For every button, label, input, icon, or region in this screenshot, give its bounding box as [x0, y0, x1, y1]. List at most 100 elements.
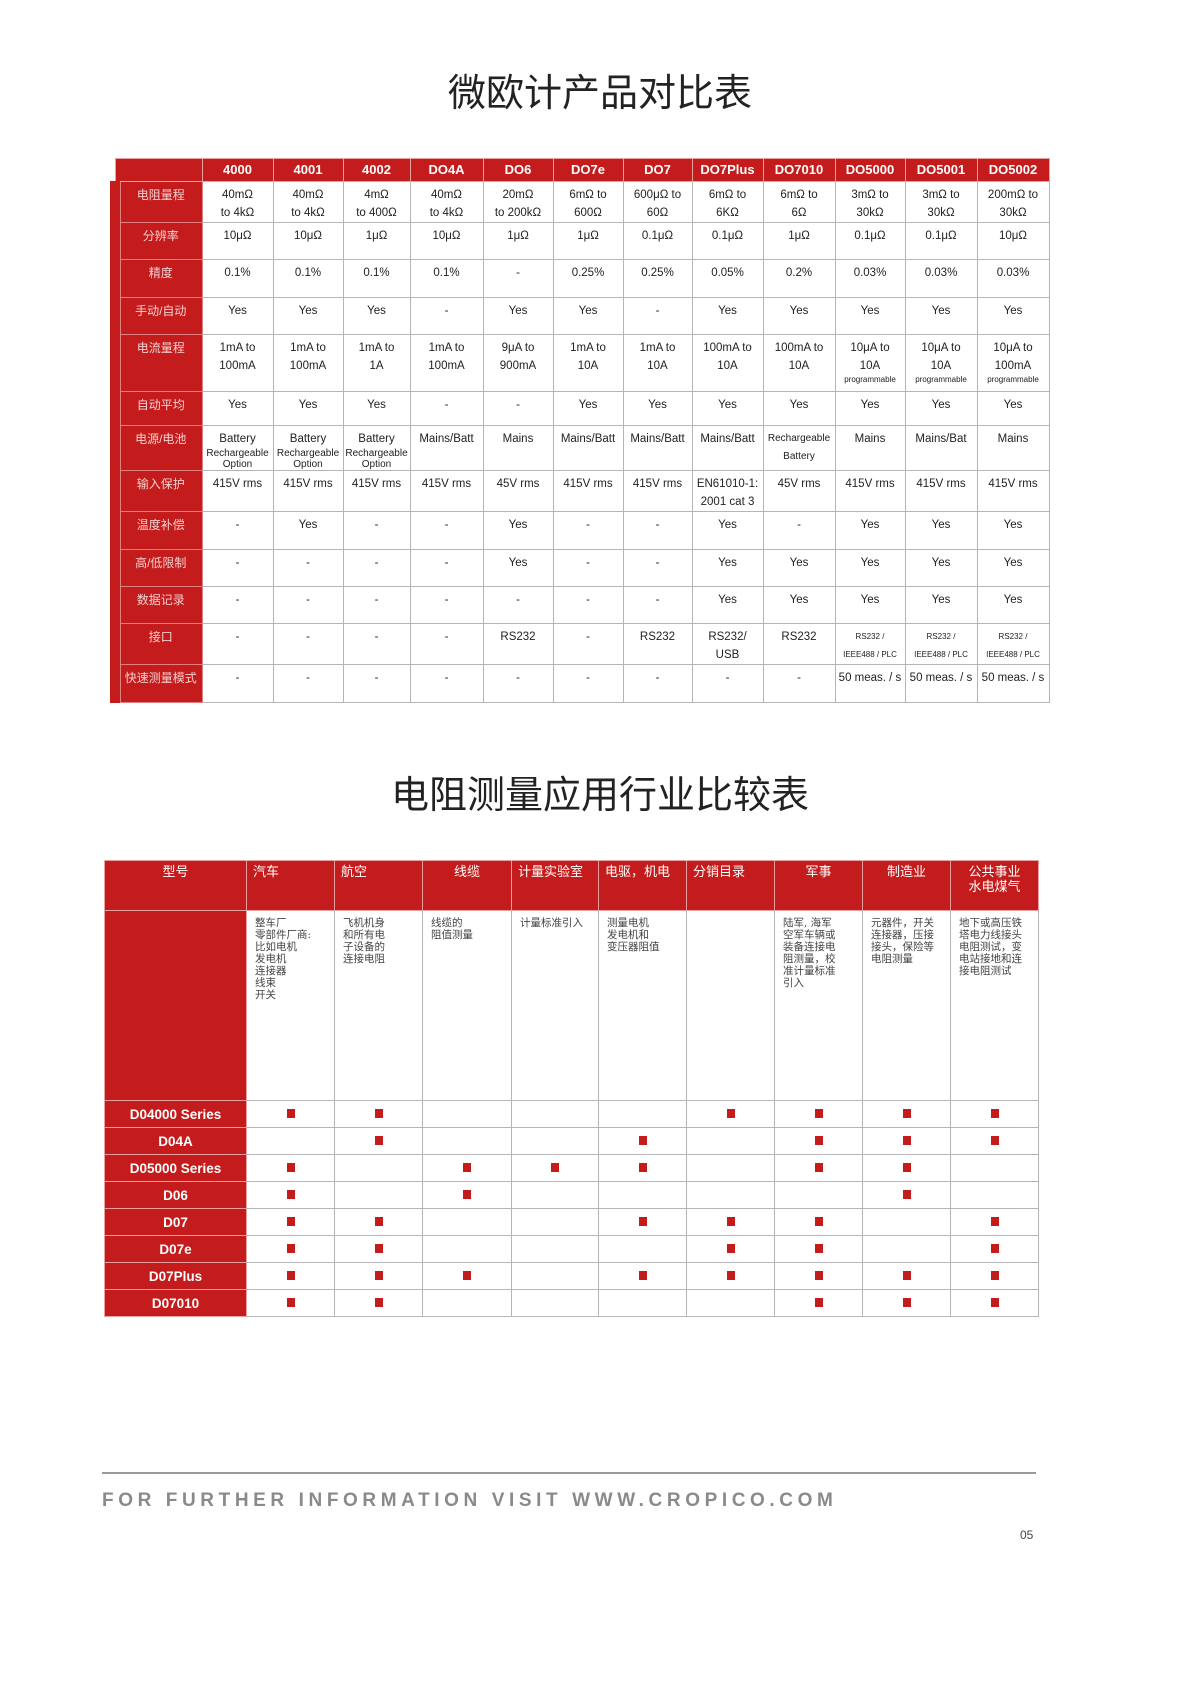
- table-cell: Yes: [976, 511, 1050, 550]
- table-cell: [862, 1235, 951, 1263]
- column-header: DO5002: [976, 158, 1050, 182]
- table-cell: [511, 1127, 599, 1155]
- cell-note: Rechargeable Option: [276, 448, 340, 470]
- cell-value: 45V rms: [777, 478, 821, 490]
- cell-value: -: [655, 305, 660, 317]
- cell-value: 0.03%: [996, 267, 1030, 279]
- cell-value: -: [516, 594, 520, 606]
- industry-header: 汽车: [246, 860, 335, 911]
- cell-value: -: [306, 594, 310, 606]
- cell-value: Yes: [931, 399, 951, 411]
- industry-header: 制造业: [862, 860, 951, 911]
- table-cell: Yes: [976, 297, 1050, 335]
- table-cell: RS232 / IEEE488 / PLC: [976, 623, 1050, 665]
- table-cell: Yes: [342, 297, 411, 335]
- cell-value: 415V rms: [212, 478, 263, 490]
- cell-value: 0.1%: [294, 267, 322, 279]
- footer-website-text: FOR FURTHER INFORMATION VISIT WWW.CROPIC…: [102, 1490, 838, 1511]
- cell-value: -: [235, 631, 240, 643]
- red-square-icon: [463, 1163, 471, 1172]
- cell-value: Battery: [358, 433, 395, 445]
- cell-value: RS232 / IEEE488 / PLC: [986, 632, 1040, 659]
- table-row: 电源/电池 Battery Rechargeable Option Battery Re…: [110, 425, 1050, 471]
- cell-value: -: [586, 672, 590, 684]
- table-cell: Rechargeable Battery: [762, 425, 836, 471]
- table-cell: 50 meas. / s: [834, 664, 906, 703]
- table-cell: -: [272, 549, 344, 587]
- table-cell: [511, 1235, 599, 1263]
- table-cell: [598, 1127, 687, 1155]
- table-cell: Yes: [834, 297, 906, 335]
- cell-value: Mains: [854, 433, 886, 445]
- cell-note: programmable: [844, 375, 896, 384]
- cell-value: -: [374, 519, 379, 531]
- industry-description: 线缆的 阻值测量: [422, 910, 512, 1101]
- table-cell: [598, 1262, 687, 1290]
- cell-value: -: [444, 631, 449, 643]
- cell-value: RS232: [500, 631, 536, 643]
- table-cell: -: [409, 586, 484, 624]
- table-cell: [950, 1235, 1039, 1263]
- red-square-icon: [902, 1271, 911, 1280]
- cell-value: 10μΩ: [223, 230, 252, 242]
- table-cell: Yes: [691, 511, 764, 550]
- table-cell: 0.1%: [342, 259, 411, 298]
- table-cell: Yes: [272, 391, 344, 426]
- table-cell: 3mΩ to 30kΩ: [834, 181, 906, 223]
- red-square-icon: [638, 1136, 647, 1145]
- table-cell: Yes: [201, 391, 274, 426]
- table-cell: -: [272, 623, 344, 665]
- table-cell: [334, 1154, 423, 1182]
- table-cell: [246, 1262, 335, 1290]
- table-row: 电流量程 1mA to 100mA 1mA to 100mA 1mA to 1A 1mA…: [110, 334, 1050, 392]
- table-cell: [686, 1289, 775, 1317]
- table-cell: 0.1μΩ: [691, 222, 764, 260]
- table-cell: -: [482, 664, 554, 703]
- cell-value: Yes: [860, 305, 880, 317]
- table-cell: [246, 1181, 335, 1209]
- table-cell: 40mΩ to 4kΩ: [272, 181, 344, 223]
- cell-value: 0.03%: [853, 267, 887, 279]
- table-cell: RS232/ USB: [691, 623, 764, 665]
- table-cell: -: [762, 664, 836, 703]
- red-square-icon: [902, 1163, 911, 1172]
- cell-value: 10μΩ: [998, 230, 1027, 242]
- cell-value: -: [586, 557, 590, 569]
- cell-value: 1μΩ: [577, 230, 599, 242]
- table-cell: [686, 1154, 775, 1182]
- table-cell: 415V rms: [201, 470, 274, 512]
- table-cell: [598, 1181, 687, 1209]
- cell-value: -: [306, 672, 310, 684]
- table-cell: Yes: [691, 586, 764, 624]
- cell-value: 4mΩ to 400Ω: [356, 189, 397, 219]
- red-square-icon: [902, 1190, 911, 1199]
- table-cell: [686, 1208, 775, 1236]
- table-cell: Yes: [342, 391, 411, 426]
- table-cell: 0.1μΩ: [904, 222, 978, 260]
- row-label: 温度补偿: [110, 511, 203, 550]
- cell-value: 3mΩ to 30kΩ: [922, 189, 960, 219]
- table-cell: -: [201, 549, 274, 587]
- cell-value: 20mΩ to 200kΩ: [494, 189, 542, 219]
- cell-note: programmable: [987, 375, 1039, 384]
- red-square-icon: [374, 1244, 383, 1253]
- table-cell: 0.25%: [552, 259, 624, 298]
- cell-value: Mains/Bat: [915, 433, 967, 445]
- table-cell: -: [552, 586, 624, 624]
- cell-value: Yes: [298, 519, 318, 531]
- cell-value: 10μA to 10A: [850, 342, 890, 372]
- industry-header: 线缆: [422, 860, 512, 911]
- cell-value: -: [374, 672, 379, 684]
- table-cell: [422, 1262, 512, 1290]
- cell-note: programmable: [915, 375, 967, 384]
- cell-value: Yes: [860, 557, 880, 569]
- table-cell: -: [552, 549, 624, 587]
- cell-value: 6mΩ to 6Ω: [780, 189, 818, 219]
- cell-value: 100mA to 10A: [774, 342, 824, 372]
- table-cell: Yes: [762, 549, 836, 587]
- table-cell: [862, 1100, 951, 1128]
- table-cell: Yes: [976, 391, 1050, 426]
- cell-value: 1mA to 1A: [358, 342, 395, 372]
- table-cell: -: [342, 549, 411, 587]
- cell-value: -: [374, 594, 379, 606]
